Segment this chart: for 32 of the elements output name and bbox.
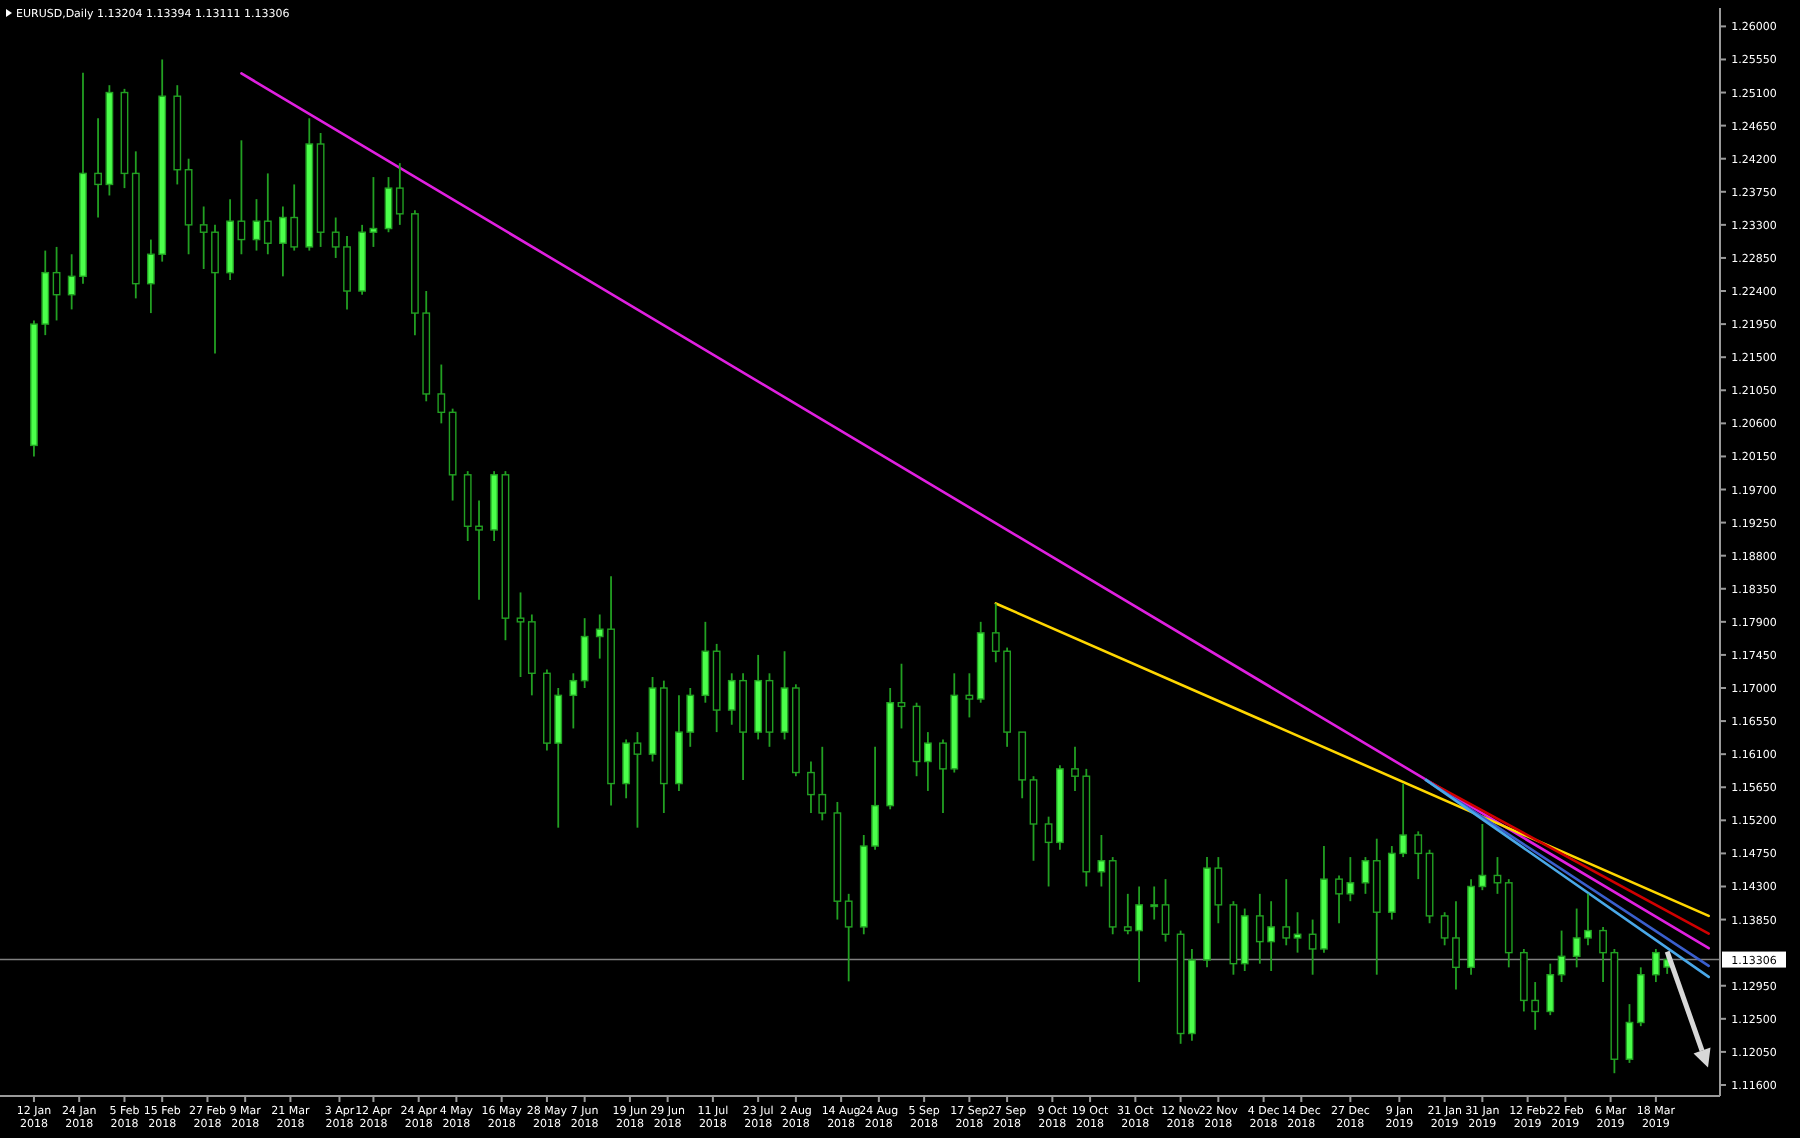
candlestick xyxy=(263,172,272,256)
candlestick xyxy=(569,672,578,730)
candlestick xyxy=(580,617,589,689)
candlestick xyxy=(1044,815,1053,888)
candlestick xyxy=(780,650,789,741)
candlestick xyxy=(965,672,974,719)
candlestick xyxy=(252,198,261,252)
candlestick xyxy=(1414,830,1423,881)
candlestick xyxy=(1493,856,1502,895)
candlestick xyxy=(1150,885,1159,921)
candlestick xyxy=(1293,911,1302,954)
candlestick xyxy=(633,731,642,829)
candlestick xyxy=(395,162,404,226)
candlestick xyxy=(384,176,393,234)
candlestick xyxy=(622,738,631,800)
candlestick xyxy=(1029,775,1038,862)
candlestick xyxy=(923,731,932,792)
candlestick xyxy=(1161,878,1170,943)
candlestick xyxy=(844,892,853,983)
candlestick xyxy=(516,591,525,678)
candlestick xyxy=(1636,966,1645,1028)
candlestick xyxy=(1018,731,1027,800)
candlestick xyxy=(1361,856,1370,895)
candlestick xyxy=(437,363,446,425)
candlestick xyxy=(369,176,378,248)
candlestick xyxy=(1625,1003,1634,1064)
candlestick xyxy=(1282,878,1291,947)
candlestick xyxy=(237,139,246,256)
candlestick xyxy=(1240,907,1249,972)
candlestick xyxy=(897,662,906,730)
candlestick xyxy=(1546,962,1555,1017)
candlestick xyxy=(701,620,710,704)
